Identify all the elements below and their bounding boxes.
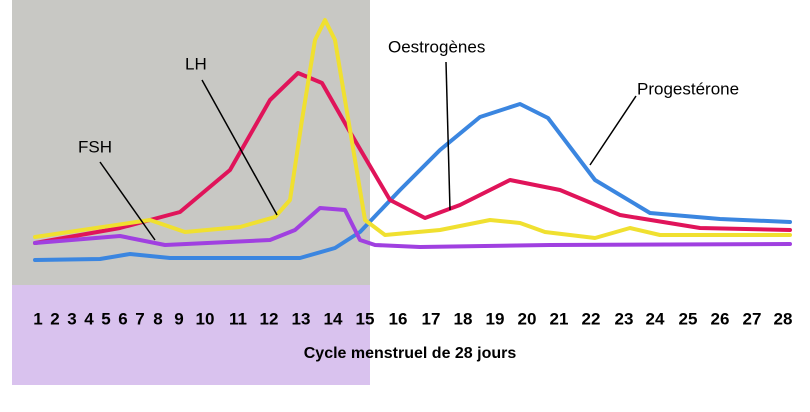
day-number: 3 (67, 309, 76, 328)
day-number: 7 (135, 309, 144, 328)
day-number: 8 (153, 309, 162, 328)
lh-label: LH (185, 54, 207, 73)
day-number: 12 (260, 309, 279, 328)
day-number: 1 (33, 309, 42, 328)
day-number: 5 (101, 309, 110, 328)
day-number: 9 (174, 309, 183, 328)
progesterone-leader (589, 95, 637, 166)
day-number: 11 (229, 309, 247, 328)
lh-leader (201, 79, 278, 216)
day-number: 2 (50, 309, 59, 328)
day-number: 13 (292, 309, 311, 328)
day-number: 20 (518, 309, 537, 328)
axis-label: Cycle menstruel de 28 jours (304, 345, 517, 362)
day-number: 14 (324, 309, 343, 328)
day-number: 19 (486, 309, 505, 328)
day-number: 26 (711, 309, 730, 328)
day-number: 18 (454, 309, 473, 328)
fsh-label: FSH (78, 137, 112, 156)
day-number: 24 (646, 309, 665, 328)
day-number: 15 (356, 309, 375, 328)
oestrogen-leader (445, 61, 451, 211)
day-number: 28 (774, 309, 793, 328)
day-number: 6 (118, 309, 127, 328)
progesterone-curve (33, 102, 792, 262)
fsh-curve (33, 206, 792, 249)
day-number: 17 (422, 309, 441, 328)
day-number: 16 (389, 309, 408, 328)
day-number: 23 (615, 309, 634, 328)
lh-curve (33, 18, 792, 240)
day-number: 10 (196, 309, 215, 328)
day-band (12, 285, 370, 385)
day-number: 27 (743, 309, 762, 328)
oestrogen-label: Oestrogènes (388, 37, 485, 56)
progesterone-label: Progestérone (637, 79, 739, 98)
oestrogen-curve (33, 71, 792, 245)
day-number: 4 (84, 309, 94, 328)
fsh-leader (99, 161, 156, 241)
day-number: 25 (679, 309, 698, 328)
day-number: 22 (582, 309, 601, 328)
day-numbers: 1 2 3 4 5 6 7 8 9 10 11 12 13 14 15 16 17 18 19 20 21 22 23 24 2… (33, 309, 792, 328)
day-number: 21 (550, 309, 569, 328)
